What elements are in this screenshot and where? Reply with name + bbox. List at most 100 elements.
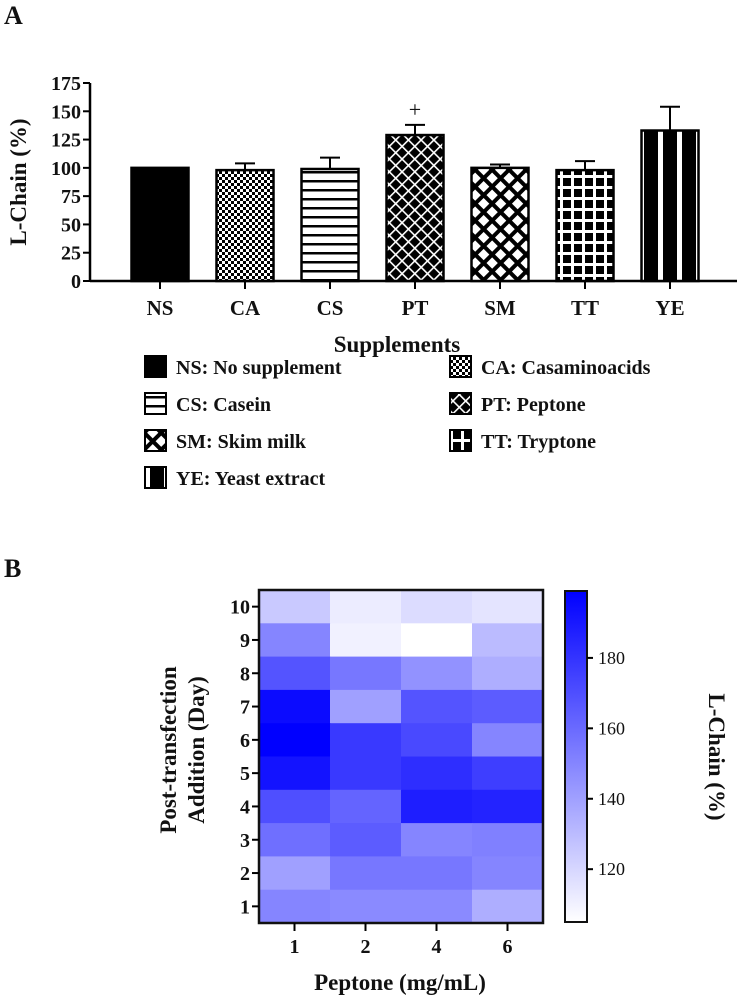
heatmap-cell bbox=[330, 689, 402, 724]
heatmap-cell bbox=[259, 889, 331, 924]
y-tick-label: 9 bbox=[240, 630, 250, 652]
colorbar-tick-label: 120 bbox=[598, 859, 625, 879]
heatmap-cell bbox=[472, 756, 544, 791]
x-tick-label: 2 bbox=[361, 936, 371, 958]
legend-label: YE: Yeast extract bbox=[176, 468, 326, 490]
heatmap-frame bbox=[257, 588, 545, 925]
legend-swatch-tt bbox=[449, 429, 472, 452]
heatmap-cell bbox=[259, 856, 331, 891]
x-tick-label: SM bbox=[484, 296, 516, 320]
bar-chart: 0 25 50 75 100 125 150 175 NS CA CS PT SM TT YE + bbox=[51, 73, 737, 320]
heatmap-cell bbox=[330, 656, 402, 691]
y-tick-label: 1 bbox=[240, 896, 250, 918]
y-tick-label: 0 bbox=[71, 271, 81, 293]
x-tick-label: 4 bbox=[432, 936, 442, 958]
heatmap-cell bbox=[259, 723, 331, 757]
heatmap-cell bbox=[259, 823, 331, 857]
y-tick-label: 75 bbox=[61, 186, 81, 208]
y-axis-title-b-line2: Addition (Day) bbox=[184, 676, 209, 824]
colorbar-tick-label: 160 bbox=[598, 718, 625, 738]
heatmap-cell bbox=[472, 823, 544, 857]
heatmap-cell bbox=[259, 623, 331, 658]
x-tick-label: NS bbox=[147, 296, 174, 320]
y-tick-label: 8 bbox=[240, 663, 250, 685]
heatmap-cell bbox=[259, 590, 331, 624]
y-tick-label: 175 bbox=[51, 73, 81, 95]
y-tick-label: 5 bbox=[240, 763, 250, 785]
heatmap-cell bbox=[401, 656, 473, 691]
bar-ye bbox=[640, 129, 700, 283]
legend-swatch-pt bbox=[449, 392, 472, 415]
heatmap-cell bbox=[259, 656, 331, 691]
significance-marker: + bbox=[409, 97, 421, 122]
heatmap-cell bbox=[401, 689, 473, 724]
colorbar bbox=[564, 590, 588, 923]
heatmap-cell bbox=[472, 623, 544, 658]
heatmap: 10 9 8 7 6 5 4 3 2 1 1 2 4 6 120 140 160 180 bbox=[230, 588, 625, 958]
y-tick-label: 100 bbox=[51, 158, 81, 180]
heatmap-cell bbox=[472, 789, 544, 824]
y-tick-label: 3 bbox=[240, 830, 250, 852]
legend-swatch-cs bbox=[144, 392, 167, 415]
x-tick-label: CS bbox=[317, 296, 344, 320]
y-tick-label: 25 bbox=[61, 243, 81, 265]
heatmap-cell bbox=[401, 723, 473, 757]
legend-swatch-ns bbox=[144, 355, 167, 378]
heatmap-cell bbox=[401, 856, 473, 891]
heatmap-cell bbox=[330, 723, 402, 757]
colorbar-title: L-Chain (%) bbox=[704, 693, 729, 820]
bar-pt bbox=[385, 133, 445, 283]
heatmap-cell bbox=[259, 756, 331, 791]
heatmap-cell bbox=[259, 789, 331, 824]
bar-ca bbox=[215, 168, 275, 283]
heatmap-cell bbox=[472, 889, 544, 924]
heatmap-cell bbox=[330, 590, 402, 624]
bar-sm bbox=[470, 166, 530, 283]
heatmap-cell bbox=[472, 656, 544, 691]
x-tick-label: 1 bbox=[290, 936, 300, 958]
y-tick-label: 150 bbox=[51, 101, 81, 123]
heatmap-cell bbox=[472, 590, 544, 624]
heatmap-cell bbox=[401, 889, 473, 924]
bar-cs bbox=[300, 167, 360, 283]
y-tick-label: 6 bbox=[240, 730, 250, 752]
y-tick-label: 2 bbox=[240, 863, 250, 885]
legend: NS: No supplement CA: Casaminoacids CS: Ca… bbox=[144, 355, 651, 490]
panel-label-b: B bbox=[4, 554, 21, 583]
legend-label: CS: Casein bbox=[176, 394, 271, 416]
heatmap-cell bbox=[330, 623, 402, 658]
heatmap-cell bbox=[330, 823, 402, 857]
x-tick-label: TT bbox=[571, 296, 599, 320]
heatmap-cell bbox=[401, 823, 473, 857]
heatmap-cell bbox=[401, 590, 473, 624]
x-axis-title-a: Supplements bbox=[334, 332, 461, 357]
heatmap-cell bbox=[401, 756, 473, 791]
y-tick-label: 7 bbox=[240, 697, 250, 719]
legend-label: NS: No supplement bbox=[176, 357, 342, 379]
x-tick-label: PT bbox=[402, 296, 429, 320]
heatmap-cell bbox=[330, 756, 402, 791]
legend-label: CA: Casaminoacids bbox=[481, 357, 651, 379]
legend-swatch-sm bbox=[144, 429, 167, 452]
legend-label: SM: Skim milk bbox=[176, 431, 307, 453]
heatmap-cell bbox=[401, 623, 473, 658]
heatmap-cell bbox=[401, 789, 473, 824]
x-tick-label: YE bbox=[655, 296, 684, 320]
x-tick-label: 6 bbox=[503, 936, 513, 958]
legend-label: TT: Tryptone bbox=[481, 431, 596, 453]
colorbar-tick-label: 140 bbox=[598, 789, 625, 809]
y-tick-label: 125 bbox=[51, 130, 81, 152]
y-tick-label: 50 bbox=[61, 214, 81, 236]
y-axis-title-b-line1: Post-transfection bbox=[156, 666, 181, 834]
legend-label: PT: Peptone bbox=[481, 394, 586, 416]
colorbar-tick-label: 180 bbox=[598, 648, 625, 668]
panel-label-a: A bbox=[4, 1, 23, 30]
legend-swatch-ye bbox=[144, 466, 167, 489]
heatmap-cell bbox=[472, 723, 544, 757]
bar-ns bbox=[130, 166, 190, 283]
x-tick-label: CA bbox=[230, 296, 261, 320]
heatmap-cell bbox=[330, 889, 402, 924]
x-axis-title-b: Peptone (mg/mL) bbox=[314, 970, 486, 995]
heatmap-cell bbox=[472, 856, 544, 891]
